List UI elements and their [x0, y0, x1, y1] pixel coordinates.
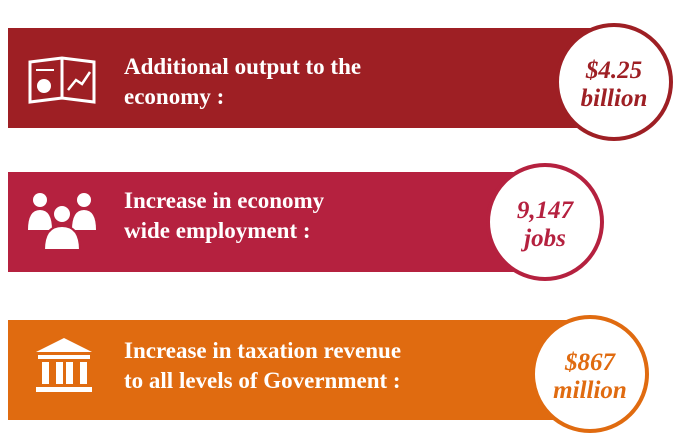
value-line: $867	[564, 349, 617, 376]
value-line: billion	[581, 85, 648, 112]
building-icon	[36, 338, 92, 392]
value-line: $4.25	[585, 57, 642, 84]
label-line: economy :	[124, 84, 224, 109]
row-taxation: Increase in taxation revenue to all leve…	[8, 315, 649, 433]
people-icon	[28, 193, 96, 251]
label-line: Increase in taxation revenue	[124, 338, 401, 363]
report-icon	[28, 56, 96, 104]
value-line: million	[553, 377, 627, 404]
banner	[8, 28, 598, 128]
label-line: wide employment :	[124, 218, 311, 243]
value-circle	[486, 163, 604, 281]
value-circle	[531, 315, 649, 433]
label-line: Increase in economy	[124, 188, 325, 213]
row-employment: Increase in economy wide employment : 9,…	[8, 163, 604, 281]
row-output: Additional output to the economy : $4.25…	[8, 23, 673, 141]
value-line: jobs	[520, 225, 566, 252]
label-line: Additional output to the	[124, 54, 361, 79]
label-line: to all levels of Government :	[124, 368, 401, 393]
banner	[8, 320, 568, 420]
value-line: 9,147	[517, 197, 575, 224]
value-circle	[555, 23, 673, 141]
